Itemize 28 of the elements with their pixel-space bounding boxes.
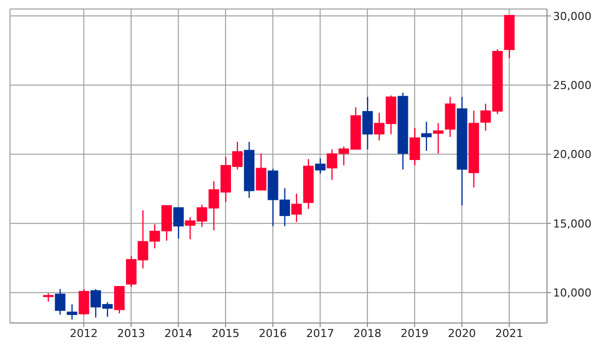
y-tick-label: 10,000 [553, 286, 592, 300]
candlestick [54, 288, 66, 316]
y-tick-label: 30,000 [553, 10, 592, 23]
candlestick [410, 127, 420, 166]
candlestick [421, 121, 432, 152]
candlestick [432, 122, 444, 154]
candlestick [315, 158, 326, 174]
candlestick [173, 206, 184, 240]
x-tick-label: 2021 [495, 326, 524, 340]
x-tick-label: 2018 [353, 326, 382, 340]
candlestick [362, 96, 373, 150]
y-tick-label: 15,000 [553, 217, 592, 230]
y-tick-label: 25,000 [553, 78, 592, 92]
x-tick-label: 2016 [258, 326, 287, 340]
candlestick [256, 152, 266, 191]
y-tick-label: 20,000 [553, 148, 592, 162]
x-tick-label: 2014 [164, 326, 192, 340]
candlestick [291, 193, 302, 223]
x-tick-label: 2020 [448, 326, 476, 340]
candlestick [78, 288, 90, 316]
candlestick [43, 292, 54, 302]
candlestick [66, 304, 78, 320]
x-tick-label: 2017 [306, 326, 334, 340]
x-tick-label: 2015 [212, 326, 240, 340]
x-tick-label: 2012 [70, 326, 98, 340]
x-tick-label: 2019 [400, 326, 429, 340]
x-tick-label: 2013 [117, 326, 146, 340]
candlestick [114, 286, 125, 314]
